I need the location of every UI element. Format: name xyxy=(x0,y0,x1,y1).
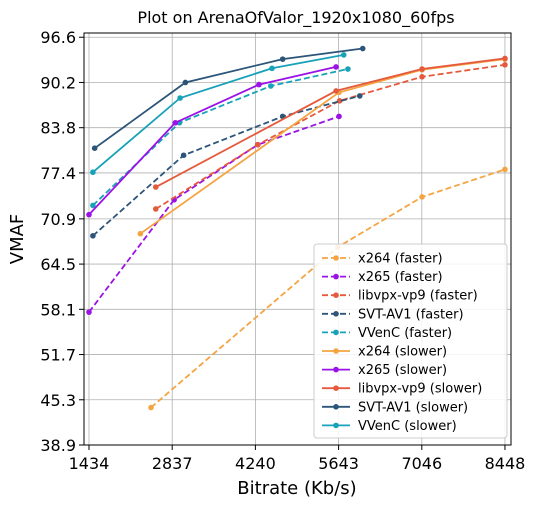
x-tick-label: 4240 xyxy=(235,454,276,473)
legend-label: VVenC (faster) xyxy=(358,326,452,341)
legend-label: SVT-AV1 (slower) xyxy=(358,400,468,415)
series-libvpx-vp9-slower xyxy=(153,56,508,190)
data-point xyxy=(419,74,425,80)
legend-label: x264 (slower) xyxy=(358,345,447,360)
data-point xyxy=(148,405,154,411)
series-line xyxy=(140,59,505,234)
data-point xyxy=(336,114,342,120)
data-point xyxy=(345,66,351,72)
x-tick-label: 8448 xyxy=(485,454,526,473)
data-point xyxy=(419,194,425,200)
series-x264-slower xyxy=(138,56,508,236)
x-tick-label: 5643 xyxy=(318,454,359,473)
data-point xyxy=(153,184,159,190)
legend-label: libvpx-vp9 (faster) xyxy=(358,289,478,304)
data-point xyxy=(341,52,347,58)
data-point xyxy=(502,62,508,68)
x-tick-label: 7046 xyxy=(401,454,442,473)
legend-marker xyxy=(333,330,339,336)
y-axis: 38.9 45.3 51.7 58.1 64.5 70.9 77.4 83.8 90.2 96.6 xyxy=(40,28,84,455)
legend-marker xyxy=(333,292,339,298)
series-line xyxy=(89,67,336,215)
legend-label: VVenC (slower) xyxy=(358,419,457,434)
data-point xyxy=(177,95,183,101)
legend-label: x264 (faster) xyxy=(358,252,443,267)
data-point xyxy=(357,93,363,99)
data-point xyxy=(153,206,159,212)
legend-marker xyxy=(333,348,339,354)
y-tick-label: 77.4 xyxy=(40,164,76,183)
series-line xyxy=(156,65,505,209)
y-tick-label: 45.3 xyxy=(40,391,76,410)
data-point xyxy=(173,120,179,126)
y-axis-label: VMAF xyxy=(7,214,28,265)
y-tick-label: 58.1 xyxy=(40,300,76,319)
chart-title: Plot on ArenaOfValor_1920x1080_60fps xyxy=(137,8,454,28)
legend-marker xyxy=(333,367,339,373)
data-point xyxy=(268,83,274,89)
data-point xyxy=(256,82,262,88)
legend: x264 (faster) x265 (faster) libvpx-vp9 (fa… xyxy=(314,244,507,438)
x-axis: 1434 2837 4240 5643 7046 8448 xyxy=(69,445,526,473)
data-point xyxy=(138,231,144,237)
y-tick-label: 83.8 xyxy=(40,119,76,138)
y-tick-label: 64.5 xyxy=(40,255,76,274)
data-point xyxy=(280,56,286,62)
legend-label: x265 (slower) xyxy=(358,363,447,378)
data-point xyxy=(86,212,92,218)
y-tick-label: 90.2 xyxy=(40,73,76,92)
data-point xyxy=(183,80,189,86)
data-point xyxy=(502,167,508,173)
legend-label: SVT-AV1 (faster) xyxy=(358,307,464,322)
x-tick-label: 2837 xyxy=(152,454,193,473)
series-vvenc-faster xyxy=(90,66,351,208)
legend-marker xyxy=(333,404,339,410)
legend-label: libvpx-vp9 (slower) xyxy=(358,382,482,397)
y-tick-label: 51.7 xyxy=(40,346,76,365)
legend-marker xyxy=(333,311,339,317)
legend-marker xyxy=(333,385,339,391)
x-tick-label: 1434 xyxy=(69,454,110,473)
data-point xyxy=(90,233,96,239)
legend-marker xyxy=(333,423,339,429)
y-tick-label: 70.9 xyxy=(40,210,76,229)
data-point xyxy=(360,46,366,52)
legend-label: x265 (faster) xyxy=(358,270,443,285)
x-axis-label: Bitrate (Kb/s) xyxy=(237,478,356,499)
series-libvpx-vp9-faster xyxy=(153,62,508,212)
data-point xyxy=(255,142,261,148)
series-line xyxy=(89,116,339,312)
legend-marker xyxy=(333,255,339,261)
data-point xyxy=(502,56,508,62)
legend-marker xyxy=(333,274,339,280)
data-point xyxy=(90,169,96,175)
data-point xyxy=(269,66,275,72)
data-point xyxy=(333,64,339,70)
data-point xyxy=(419,66,425,72)
series-line xyxy=(93,69,348,205)
y-tick-label: 38.9 xyxy=(40,436,76,455)
data-point xyxy=(181,152,187,158)
data-point xyxy=(86,309,92,315)
data-point xyxy=(333,88,339,94)
y-tick-label: 96.6 xyxy=(40,28,76,47)
data-point xyxy=(92,145,98,151)
